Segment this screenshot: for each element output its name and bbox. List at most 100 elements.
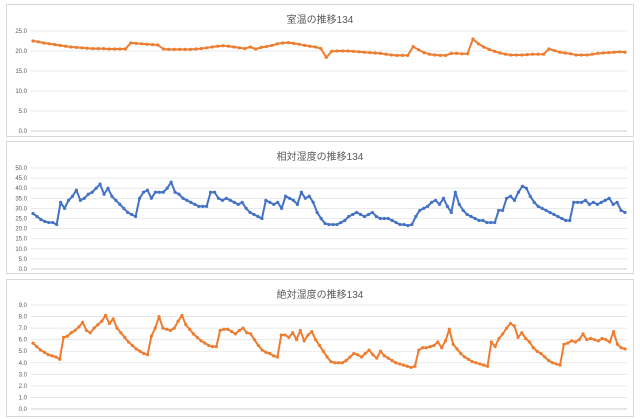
y-tick-label: 6.0	[19, 338, 28, 344]
data-point	[96, 47, 100, 51]
absolute-humidity-chart: 絶対湿度の推移134 0.0 1.0 2.0 3.0 4.0 5.0 6.0 7.0 8.0 9.…	[6, 279, 634, 417]
data-point	[562, 342, 566, 346]
data-point	[63, 44, 68, 48]
data-point	[623, 50, 627, 54]
chart-plot: 0.0 5.0 10.0 15.0 20.0 25.0 30.0 35.0 40.0 45.0 50…	[15, 166, 627, 273]
data-point	[478, 362, 482, 366]
series-line	[32, 38, 626, 59]
data-point	[405, 364, 409, 368]
data-point	[129, 41, 133, 45]
data-point	[577, 338, 581, 342]
data-point	[585, 53, 589, 57]
data-point	[90, 190, 94, 194]
data-point	[94, 186, 98, 190]
data-point	[224, 196, 228, 200]
data-point	[536, 52, 540, 56]
data-point	[47, 220, 51, 225]
data-point	[359, 355, 364, 359]
data-point	[440, 346, 444, 350]
data-point	[134, 214, 138, 219]
data-point	[535, 349, 539, 353]
data-point	[47, 42, 51, 46]
y-tick-label: 5.0	[19, 349, 28, 355]
data-point	[153, 190, 157, 194]
data-point	[558, 363, 562, 367]
data-point	[205, 204, 209, 208]
data-point	[394, 361, 398, 365]
data-point	[355, 210, 359, 215]
data-point	[313, 45, 318, 49]
data-point	[178, 47, 182, 52]
data-point	[220, 198, 225, 202]
data-point	[493, 345, 497, 349]
data-point	[619, 346, 623, 350]
data-point	[191, 332, 196, 336]
y-tick-label: 5.0	[19, 109, 28, 115]
data-point	[236, 202, 240, 206]
data-point	[623, 347, 627, 351]
data-point	[145, 188, 150, 192]
data-point	[512, 324, 516, 328]
data-point	[279, 333, 283, 337]
data-point	[176, 319, 180, 323]
y-tick-label: 0.0	[19, 129, 28, 135]
data-point	[264, 45, 269, 49]
data-point	[77, 325, 81, 329]
data-point	[552, 212, 556, 217]
data-point	[604, 338, 608, 342]
data-point	[207, 343, 211, 348]
data-point	[607, 51, 611, 55]
data-point	[426, 204, 430, 208]
data-point	[406, 53, 410, 58]
data-point	[569, 339, 574, 343]
data-point	[42, 41, 46, 45]
data-point	[216, 44, 220, 48]
data-point	[465, 52, 470, 56]
data-point	[335, 49, 339, 53]
data-point	[592, 338, 597, 342]
data-point	[199, 339, 203, 343]
data-point	[142, 351, 146, 356]
data-point	[348, 355, 352, 359]
data-point	[91, 47, 95, 51]
data-point	[590, 52, 595, 56]
y-tick-label: 0.0	[19, 407, 28, 413]
data-point	[339, 220, 343, 225]
data-point	[240, 200, 244, 204]
data-point	[541, 52, 546, 56]
data-point	[31, 341, 35, 345]
data-point	[100, 319, 104, 323]
data-point	[195, 335, 199, 339]
data-point	[386, 356, 390, 360]
data-point	[501, 332, 505, 336]
data-point	[138, 349, 142, 353]
data-point	[314, 338, 318, 342]
data-point	[569, 52, 573, 56]
data-point	[612, 50, 616, 54]
data-point	[281, 41, 285, 45]
data-point	[617, 50, 622, 54]
data-point	[295, 202, 300, 206]
data-point	[343, 218, 347, 223]
data-point	[82, 196, 86, 200]
data-point	[102, 192, 106, 196]
data-point	[493, 49, 497, 54]
data-point	[226, 44, 231, 48]
data-point	[402, 222, 406, 227]
data-point	[237, 46, 241, 50]
data-point	[581, 332, 585, 336]
data-point	[92, 326, 96, 330]
y-tick-label: 20.0	[15, 227, 27, 233]
data-point	[437, 202, 442, 206]
data-point	[331, 222, 335, 227]
data-point	[532, 200, 536, 204]
data-point	[55, 222, 59, 227]
data-point	[230, 329, 234, 334]
data-point	[615, 200, 619, 204]
chart-title: 絶対湿度の推移134	[276, 290, 364, 301]
chart-title: 室温の推移134	[286, 15, 354, 26]
data-point	[409, 365, 413, 369]
data-point	[324, 55, 328, 60]
data-point	[611, 329, 616, 334]
y-tick-label: 40.0	[15, 186, 27, 192]
